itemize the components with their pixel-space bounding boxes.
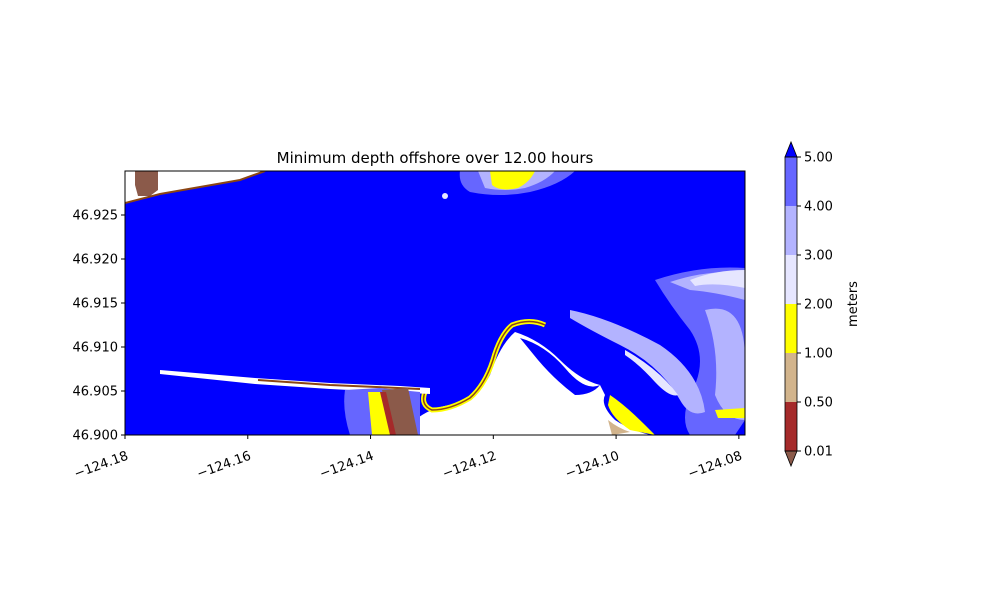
nw-brown-patch <box>135 171 158 196</box>
mid-shoal-white <box>625 350 678 396</box>
y-tick-label: 46.920 <box>73 253 119 268</box>
south-land <box>415 332 650 435</box>
colorbar-label: meters <box>846 281 861 327</box>
colorbar-tick-label: 5.00 <box>804 151 833 166</box>
colorbar: 0.01 0.50 1.00 2.00 3.00 4.00 5.00 <box>784 140 833 468</box>
x-tick-label: −124.08 <box>686 449 744 482</box>
colorbar-tick-label: 1.00 <box>804 347 833 362</box>
colorbar-segment <box>785 353 797 402</box>
y-tick-label: 46.910 <box>73 341 119 356</box>
deep-water-region <box>125 171 745 435</box>
y-tick-label: 46.900 <box>73 429 119 444</box>
se-yellow-shoal <box>608 395 655 435</box>
north-shoal-yellow <box>490 171 535 190</box>
nw-shore-line <box>125 171 266 204</box>
colorbar-under-arrow <box>784 450 798 468</box>
colorbar-tick-label: 2.00 <box>804 298 833 313</box>
colorbar-tick-label: 0.50 <box>804 396 833 411</box>
colorbar-segment <box>785 255 797 304</box>
colorbar-segment <box>785 402 797 451</box>
y-axis: 46.900 46.905 46.910 46.915 46.920 46.925 <box>73 209 125 444</box>
chart-title: Minimum depth offshore over 12.00 hours <box>277 149 594 167</box>
y-tick-label: 46.925 <box>73 209 119 224</box>
channel-inlet <box>520 338 600 395</box>
y-tick-label: 46.915 <box>73 297 119 312</box>
x-tick-label: −124.14 <box>318 449 376 482</box>
colorbar-tick-label: 0.01 <box>804 445 833 460</box>
x-tick-label: −124.12 <box>441 449 499 482</box>
y-tick-label: 46.905 <box>73 385 119 400</box>
colorbar-tick-label: 3.00 <box>804 249 833 264</box>
se-tan-land <box>608 420 630 435</box>
x-axis: −124.18 −124.16 −124.14 −124.12 −124.10 −124.… <box>72 435 744 482</box>
south-jetty-line <box>257 379 421 390</box>
mid-shoal-band <box>570 310 705 414</box>
se-right-shoal <box>715 408 745 418</box>
spit-shoreline-brown <box>422 320 546 411</box>
x-tick-label: −124.18 <box>72 449 130 482</box>
colorbar-segment <box>785 157 797 206</box>
sw-red-edge <box>380 392 396 435</box>
colorbar-over-arrow <box>784 140 798 158</box>
map-plot-area <box>125 171 745 435</box>
colorbar-tick-label: 4.00 <box>804 200 833 215</box>
x-tick-label: −124.16 <box>195 449 253 482</box>
east-shoal-inner <box>705 308 745 420</box>
colorbar-segment <box>785 206 797 255</box>
north-speck <box>442 193 448 199</box>
colorbar-segment <box>785 304 797 353</box>
east-shoal-white <box>690 270 745 288</box>
x-tick-label: −124.10 <box>563 449 621 482</box>
